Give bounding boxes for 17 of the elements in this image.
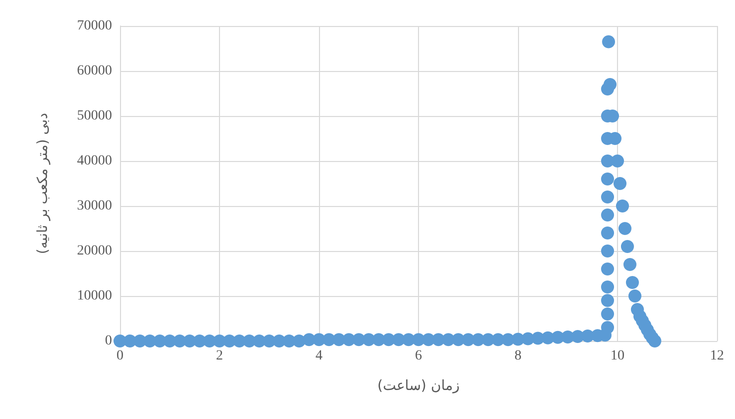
y-tick-label: 10000 <box>77 288 112 304</box>
x-tick-label: 10 <box>610 348 624 364</box>
y-axis-title: دبی (متر مکعب بر ثانیه) <box>35 112 51 254</box>
y-tick-label: 0 <box>105 334 112 348</box>
y-tick-label: 40000 <box>77 154 112 168</box>
y-tick-label: 60000 <box>77 64 112 78</box>
x-tick-label: 4 <box>316 348 322 364</box>
x-tick-label: 12 <box>710 348 724 364</box>
y-tick-label: 50000 <box>77 108 112 124</box>
y-tick-label: 30000 <box>77 198 112 214</box>
x-tick-label: 8 <box>514 348 522 364</box>
x-tick-label: 0 <box>116 348 124 364</box>
x-axis-title: زمان (ساعت) <box>377 378 460 394</box>
y-tick-label: 70000 <box>77 18 112 34</box>
y-tick-label: 20000 <box>77 244 112 258</box>
x-tick-label: 2 <box>216 348 223 364</box>
x-tick-label: 6 <box>415 348 422 364</box>
